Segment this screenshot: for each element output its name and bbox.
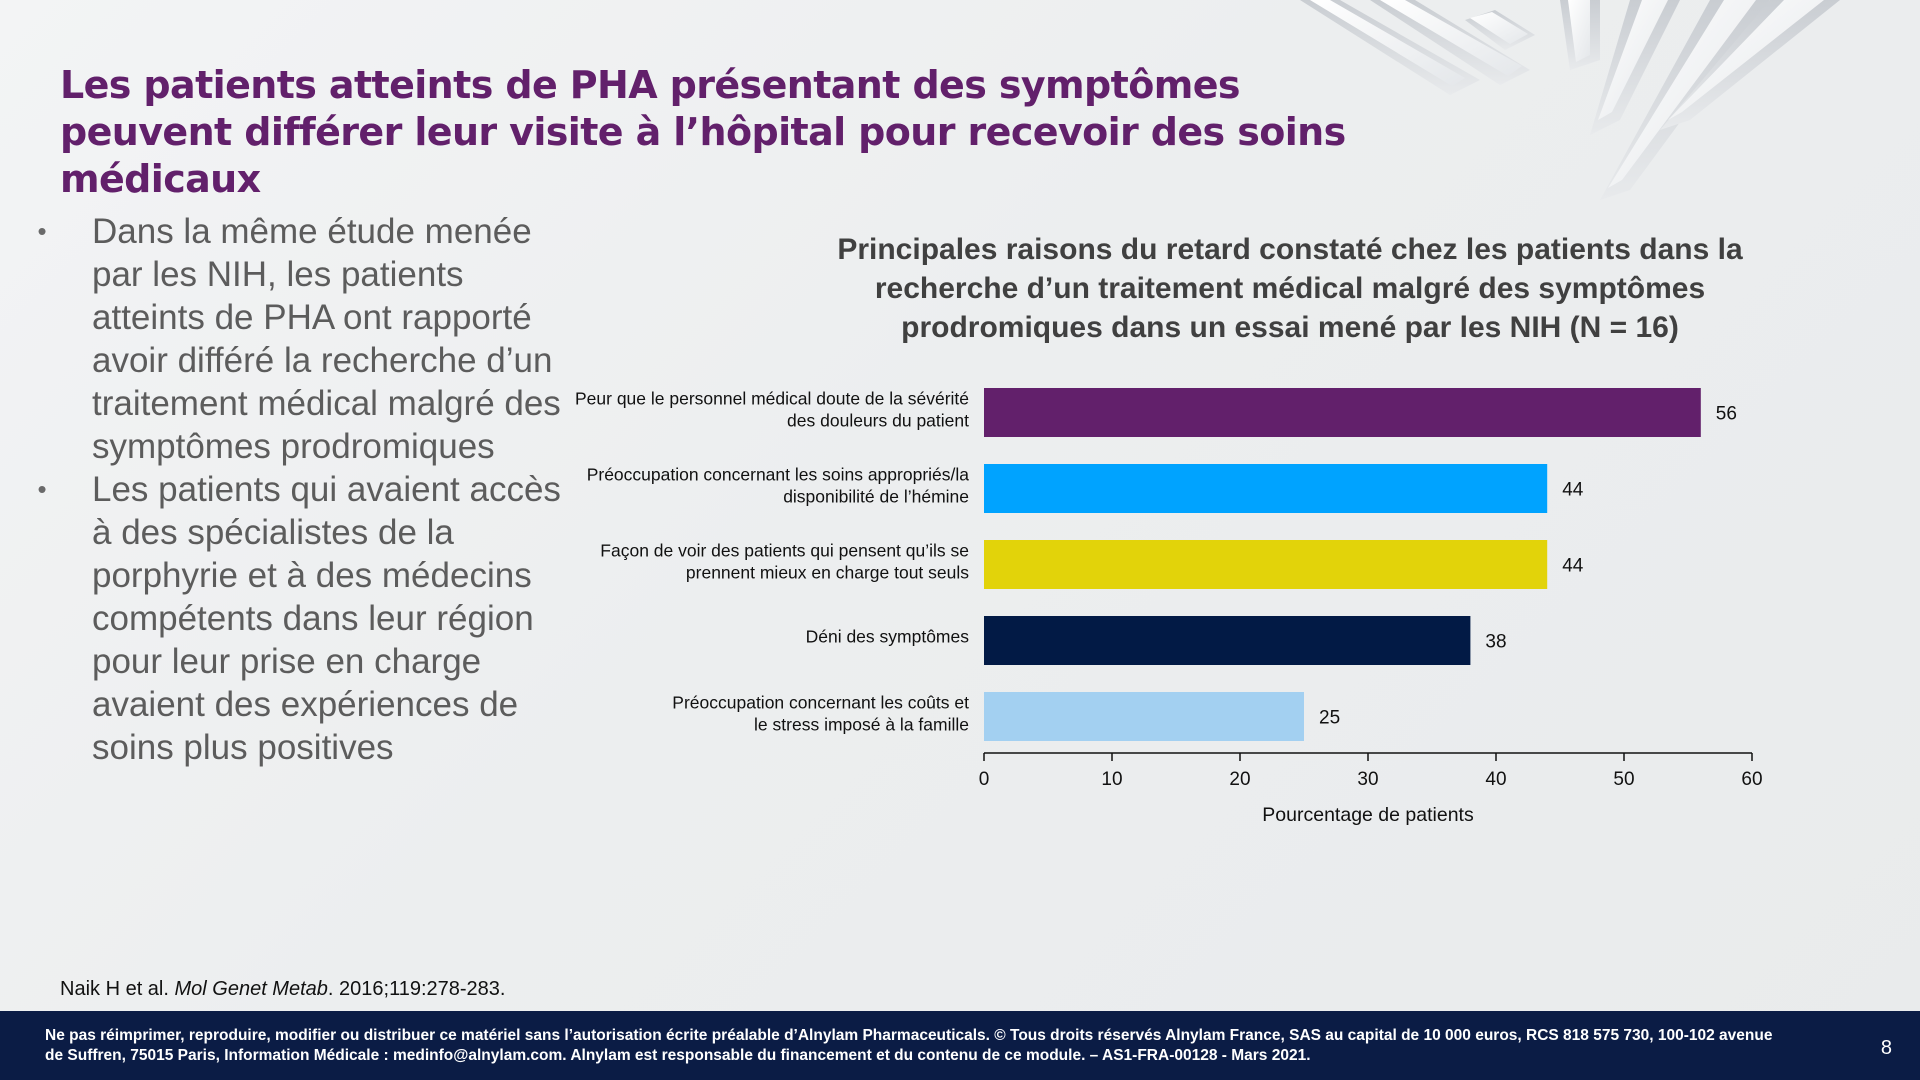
bar-value-label: 44	[1562, 556, 1584, 577]
chart-title: Principales raisons du retard constaté c…	[837, 233, 1743, 344]
bar-chart: 56 Peur que le personnel médical doute de…	[575, 388, 1763, 826]
category-label: Préoccupation concernant les soins appro…	[587, 465, 970, 507]
bullet-text: Dans la même étude menée par les NIH, le…	[92, 212, 561, 466]
x-tick-label: 40	[1485, 769, 1506, 790]
bar	[984, 464, 1548, 513]
slide-title: Les patients atteints de PHA présentant …	[60, 63, 1346, 201]
footer-bar: Ne pas réimprimer, reproduire, modifier …	[0, 1011, 1920, 1080]
x-axis-label: Pourcentage de patients	[1262, 804, 1474, 826]
bullet-item: • Dans la même étude menée par les NIH, …	[30, 210, 570, 468]
x-tick-label: 50	[1613, 769, 1634, 790]
bar-value-label: 44	[1562, 480, 1584, 501]
bullet-marker: •	[37, 216, 47, 246]
bullet-marker: •	[37, 474, 47, 504]
bar-value-label: 25	[1319, 708, 1340, 729]
reference-details: . 2016;119:278-283.	[327, 978, 506, 1000]
reference-citation: Naik H et al. Mol Genet Metab. 2016;119:…	[60, 978, 505, 1001]
x-tick-label: 20	[1229, 769, 1250, 790]
bar-value-label: 56	[1716, 404, 1737, 425]
page-number: 8	[1880, 1037, 1892, 1059]
category-label: Déni des symptômes	[806, 627, 970, 647]
bar-value-label: 38	[1485, 632, 1506, 653]
reference-journal: Mol Genet Metab	[174, 978, 328, 1000]
bar	[984, 388, 1701, 437]
bar	[984, 616, 1471, 665]
footer-legal-text: Ne pas réimprimer, reproduire, modifier …	[45, 1027, 1773, 1064]
maze-illustration	[1300, 0, 1840, 200]
bullet-text: Les patients qui avaient accès à des spé…	[92, 470, 561, 767]
bar	[984, 692, 1304, 741]
reference-authors: Naik H et al.	[60, 978, 175, 1000]
x-tick-label: 10	[1101, 769, 1122, 790]
category-label: Préoccupation concernant les coûts et le …	[672, 693, 969, 735]
x-tick-label: 60	[1741, 769, 1762, 790]
bar	[984, 540, 1548, 589]
category-label: Peur que le personnel médical doute de l…	[575, 389, 969, 431]
category-label: Façon de voir des patients qui pensent q…	[600, 541, 969, 583]
bullet-item: • Les patients qui avaient accès à des s…	[30, 468, 570, 769]
x-tick-label: 30	[1357, 769, 1378, 790]
bullet-list: • Dans la même étude menée par les NIH, …	[30, 210, 570, 769]
x-tick-label: 0	[979, 769, 990, 790]
